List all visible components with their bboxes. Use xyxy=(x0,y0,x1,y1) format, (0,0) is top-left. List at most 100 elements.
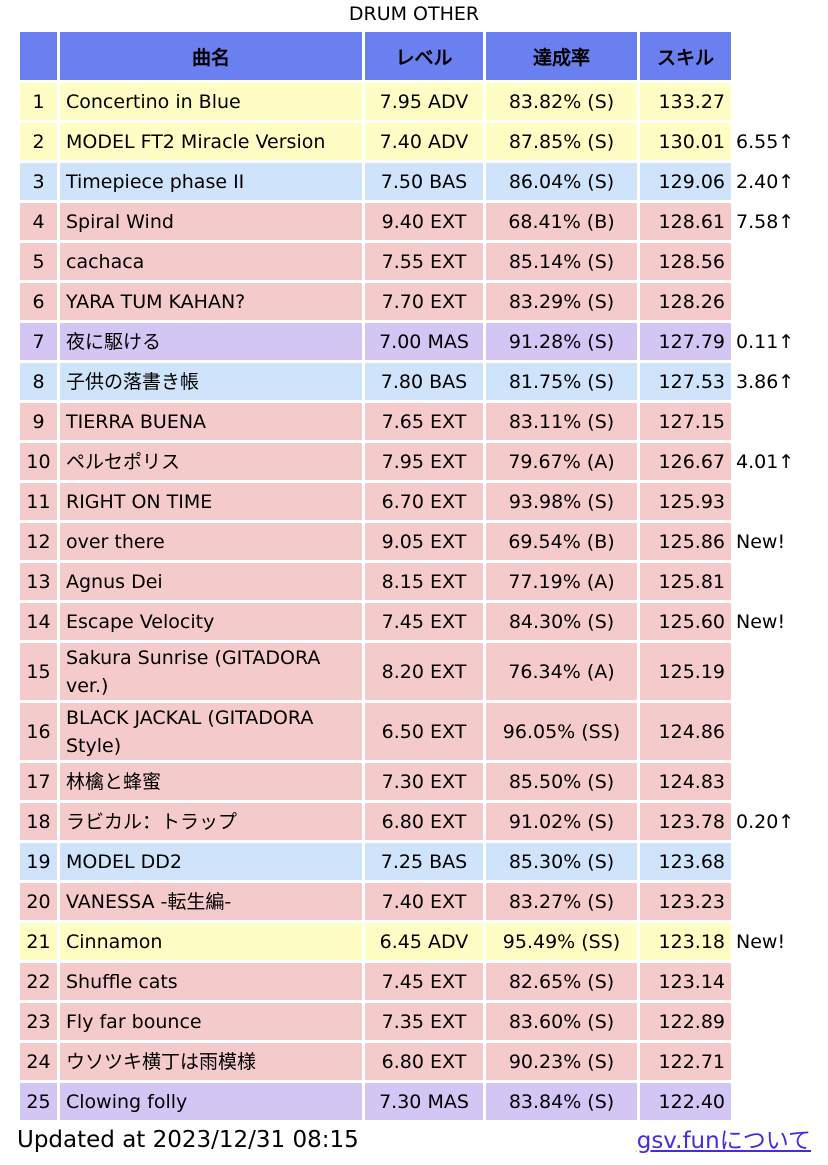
header-level[interactable]: レベル xyxy=(365,32,483,80)
skill-value-cell: 127.79 xyxy=(640,323,731,360)
skill-value-cell: 122.40 xyxy=(640,1083,731,1120)
achievement-rate-cell: 77.19% (A) xyxy=(486,563,637,600)
achievement-rate-cell: 81.75% (S) xyxy=(486,363,637,400)
rank-cell: 25 xyxy=(20,1083,57,1120)
skill-value-cell: 124.86 xyxy=(640,703,731,760)
skill-diff-cell: New! xyxy=(736,530,786,553)
song-name-cell: ラビカル：トラップ xyxy=(60,803,362,840)
table-header-row: 曲名 レベル 達成率 スキル xyxy=(20,32,804,80)
song-name-cell: MODEL FT2 Miracle Version xyxy=(60,123,362,160)
skill-diff-cell xyxy=(734,703,804,760)
level-cell: 7.00 MAS xyxy=(365,323,483,360)
header-rank xyxy=(20,32,57,80)
rank-cell: 5 xyxy=(20,243,57,280)
header-skill[interactable]: スキル xyxy=(640,32,731,80)
level-cell: 7.25 BAS xyxy=(365,843,483,880)
song-name-cell: Concertino in Blue xyxy=(60,83,362,120)
rank-cell: 16 xyxy=(20,703,57,760)
table-row: 20 VANESSA -転生編- 7.40 EXT 83.27% (S) 123.23 xyxy=(20,883,804,920)
level-cell: 6.80 EXT xyxy=(365,1043,483,1080)
skill-diff-cell: 0.20↑ xyxy=(736,810,795,833)
song-name-cell: 夜に駆ける xyxy=(60,323,362,360)
level-cell: 7.45 EXT xyxy=(365,963,483,1000)
song-name-cell: Clowing folly xyxy=(60,1083,362,1120)
table-row: 3 Timepiece phase II 7.50 BAS 86.04% (S) 129… xyxy=(20,163,804,200)
about-link[interactable]: gsv.funについて xyxy=(636,1128,811,1154)
skill-value-cell: 123.18 xyxy=(640,923,731,960)
skill-value-cell: 125.86 xyxy=(640,523,731,560)
rank-cell: 15 xyxy=(20,643,57,700)
rank-cell: 21 xyxy=(20,923,57,960)
skill-diff-cell: 7.58↑ xyxy=(736,210,795,233)
table-row: 17 林檎と蜂蜜 7.30 EXT 85.50% (S) 124.83 xyxy=(20,763,804,800)
achievement-rate-cell: 68.41% (B) xyxy=(486,203,637,240)
achievement-rate-cell: 95.49% (SS) xyxy=(486,923,637,960)
achievement-rate-cell: 85.30% (S) xyxy=(486,843,637,880)
skill-diff-cell xyxy=(734,843,804,880)
rank-cell: 2 xyxy=(20,123,57,160)
achievement-rate-cell: 90.23% (S) xyxy=(486,1043,637,1080)
skill-diff-cell xyxy=(734,1043,804,1080)
skill-diff-cell: 6.55↑ xyxy=(736,130,795,153)
skill-diff-cell xyxy=(734,403,804,440)
skill-value-cell: 122.89 xyxy=(640,1003,731,1040)
achievement-rate-cell: 83.27% (S) xyxy=(486,883,637,920)
level-cell: 7.30 MAS xyxy=(365,1083,483,1120)
rank-cell: 20 xyxy=(20,883,57,920)
song-name-cell: TIERRA BUENA xyxy=(60,403,362,440)
table-row: 21 Cinnamon 6.45 ADV 95.49% (SS) 123.18 New! xyxy=(20,923,804,960)
achievement-rate-cell: 83.60% (S) xyxy=(486,1003,637,1040)
table-row: 19 MODEL DD2 7.25 BAS 85.30% (S) 123.68 xyxy=(20,843,804,880)
skill-diff-cell xyxy=(734,1083,804,1120)
table-caption: DRUM OTHER xyxy=(348,3,480,25)
song-name-cell: YARA TUM KAHAN? xyxy=(60,283,362,320)
skill-diff-cell xyxy=(734,963,804,1000)
header-achievement-rate[interactable]: 達成率 xyxy=(486,32,637,80)
achievement-rate-cell: 82.65% (S) xyxy=(486,963,637,1000)
skill-value-cell: 130.01 xyxy=(640,123,731,160)
table-row: 9 TIERRA BUENA 7.65 EXT 83.11% (S) 127.15 xyxy=(20,403,804,440)
skill-value-cell: 127.15 xyxy=(640,403,731,440)
skill-diff-cell xyxy=(734,1003,804,1040)
skill-value-cell: 125.81 xyxy=(640,563,731,600)
skill-diff-cell: 2.40↑ xyxy=(736,170,795,193)
achievement-rate-cell: 87.85% (S) xyxy=(486,123,637,160)
level-cell: 7.65 EXT xyxy=(365,403,483,440)
skill-table: 曲名 レベル 達成率 スキル 1 Concertino in Blue 7.95 A… xyxy=(17,29,807,1123)
skill-diff-cell xyxy=(734,883,804,920)
table-row: 11 RIGHT ON TIME 6.70 EXT 93.98% (S) 125.93 xyxy=(20,483,804,520)
achievement-rate-cell: 83.82% (S) xyxy=(486,83,637,120)
song-name-cell: over there xyxy=(60,523,362,560)
level-cell: 6.50 EXT xyxy=(365,703,483,760)
skill-value-cell: 126.67 xyxy=(640,443,731,480)
table-row: 22 Shuffle cats 7.45 EXT 82.65% (S) 123.14 xyxy=(20,963,804,1000)
header-song-name[interactable]: 曲名 xyxy=(60,32,362,80)
skill-diff-cell: 3.86↑ xyxy=(736,370,795,393)
level-cell: 8.15 EXT xyxy=(365,563,483,600)
rank-cell: 10 xyxy=(20,443,57,480)
skill-value-cell: 123.14 xyxy=(640,963,731,1000)
table-row: 6 YARA TUM KAHAN? 7.70 EXT 83.29% (S) 128.26 xyxy=(20,283,804,320)
song-name-cell: Agnus Dei xyxy=(60,563,362,600)
achievement-rate-cell: 83.11% (S) xyxy=(486,403,637,440)
rank-cell: 3 xyxy=(20,163,57,200)
song-name-cell: VANESSA -転生編- xyxy=(60,883,362,920)
table-row: 18 ラビカル：トラップ 6.80 EXT 91.02% (S) 123.78 0.20↑ xyxy=(20,803,804,840)
level-cell: 7.50 BAS xyxy=(365,163,483,200)
skill-diff-cell: 0.11↑ xyxy=(736,330,795,353)
rank-cell: 14 xyxy=(20,603,57,640)
table-row: 25 Clowing folly 7.30 MAS 83.84% (S) 122.40 xyxy=(20,1083,804,1120)
rank-cell: 22 xyxy=(20,963,57,1000)
skill-value-cell: 133.27 xyxy=(640,83,731,120)
table-row: 14 Escape Velocity 7.45 EXT 84.30% (S) 125.6… xyxy=(20,603,804,640)
achievement-rate-cell: 86.04% (S) xyxy=(486,163,637,200)
level-cell: 7.55 EXT xyxy=(365,243,483,280)
rank-cell: 9 xyxy=(20,403,57,440)
skill-value-cell: 129.06 xyxy=(640,163,731,200)
level-cell: 9.05 EXT xyxy=(365,523,483,560)
skill-diff-cell xyxy=(734,283,804,320)
rank-cell: 1 xyxy=(20,83,57,120)
rank-cell: 23 xyxy=(20,1003,57,1040)
song-name-cell: Fly far bounce xyxy=(60,1003,362,1040)
skill-value-cell: 125.60 xyxy=(640,603,731,640)
